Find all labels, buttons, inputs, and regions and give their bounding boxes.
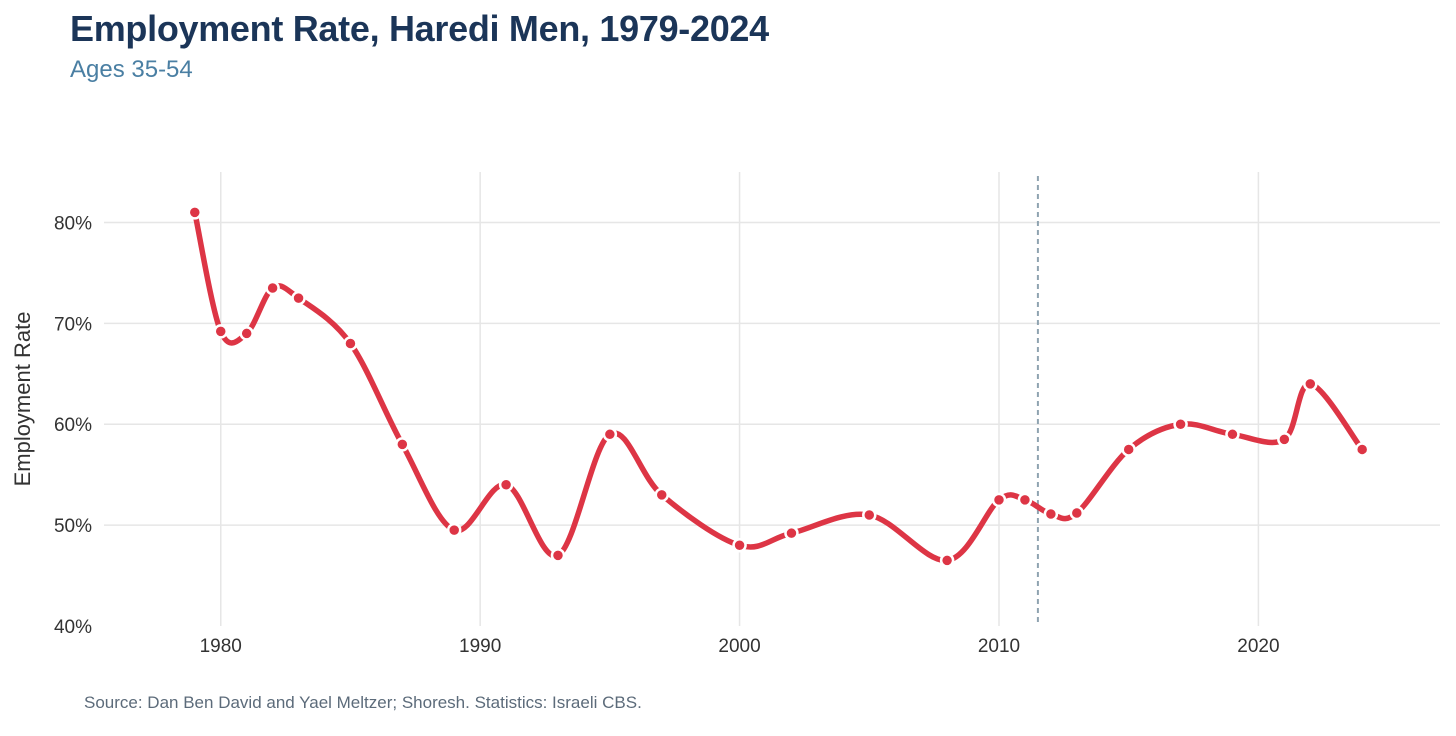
data-point <box>1121 442 1136 457</box>
x-tick-label: 2010 <box>978 636 1020 657</box>
y-tick-label: 50% <box>54 516 92 537</box>
data-point <box>784 525 799 541</box>
y-tick-label: 70% <box>54 314 92 335</box>
data-point <box>602 427 618 442</box>
data-points <box>187 205 1370 568</box>
data-point <box>654 487 669 503</box>
data-point <box>1069 505 1085 521</box>
x-tick-label: 1990 <box>459 636 501 657</box>
data-point <box>395 437 410 452</box>
data-point <box>1225 427 1240 442</box>
x-tick-label: 1980 <box>200 636 242 657</box>
data-point <box>343 336 358 351</box>
data-point <box>265 280 280 296</box>
data-point <box>550 548 566 563</box>
chart-title: Employment Rate, Haredi Men, 1979-2024 <box>70 8 769 49</box>
data-point <box>1354 442 1370 457</box>
data-point <box>446 522 462 538</box>
series-line <box>192 209 1365 564</box>
data-point <box>1303 376 1318 392</box>
data-point <box>239 326 254 341</box>
source-note: Source: Dan Ben David and Yael Meltzer; … <box>84 693 642 712</box>
data-point <box>991 492 1007 508</box>
x-axis-ticks: 1980 1990 2000 2010 2020 <box>200 636 1280 657</box>
data-point <box>291 290 306 306</box>
y-tick-label: 40% <box>54 617 92 638</box>
grid <box>104 172 1440 626</box>
data-point <box>732 538 747 553</box>
data-point <box>213 324 228 339</box>
data-point <box>1043 506 1059 522</box>
data-point <box>498 477 514 493</box>
data-point <box>187 205 203 220</box>
chart-subtitle: Ages 35-54 <box>70 56 193 83</box>
y-axis-label: Employment Rate <box>10 312 35 487</box>
data-point <box>1017 492 1033 508</box>
data-point <box>939 553 955 568</box>
x-tick-label: 2020 <box>1237 636 1279 657</box>
data-point <box>1173 416 1188 432</box>
y-tick-label: 80% <box>54 213 92 234</box>
y-axis-ticks: 40% 50% 60% 70% 80% <box>54 213 92 638</box>
data-point <box>862 507 877 523</box>
x-tick-label: 2000 <box>718 636 760 657</box>
y-tick-label: 60% <box>54 415 92 436</box>
data-point <box>1277 432 1292 447</box>
